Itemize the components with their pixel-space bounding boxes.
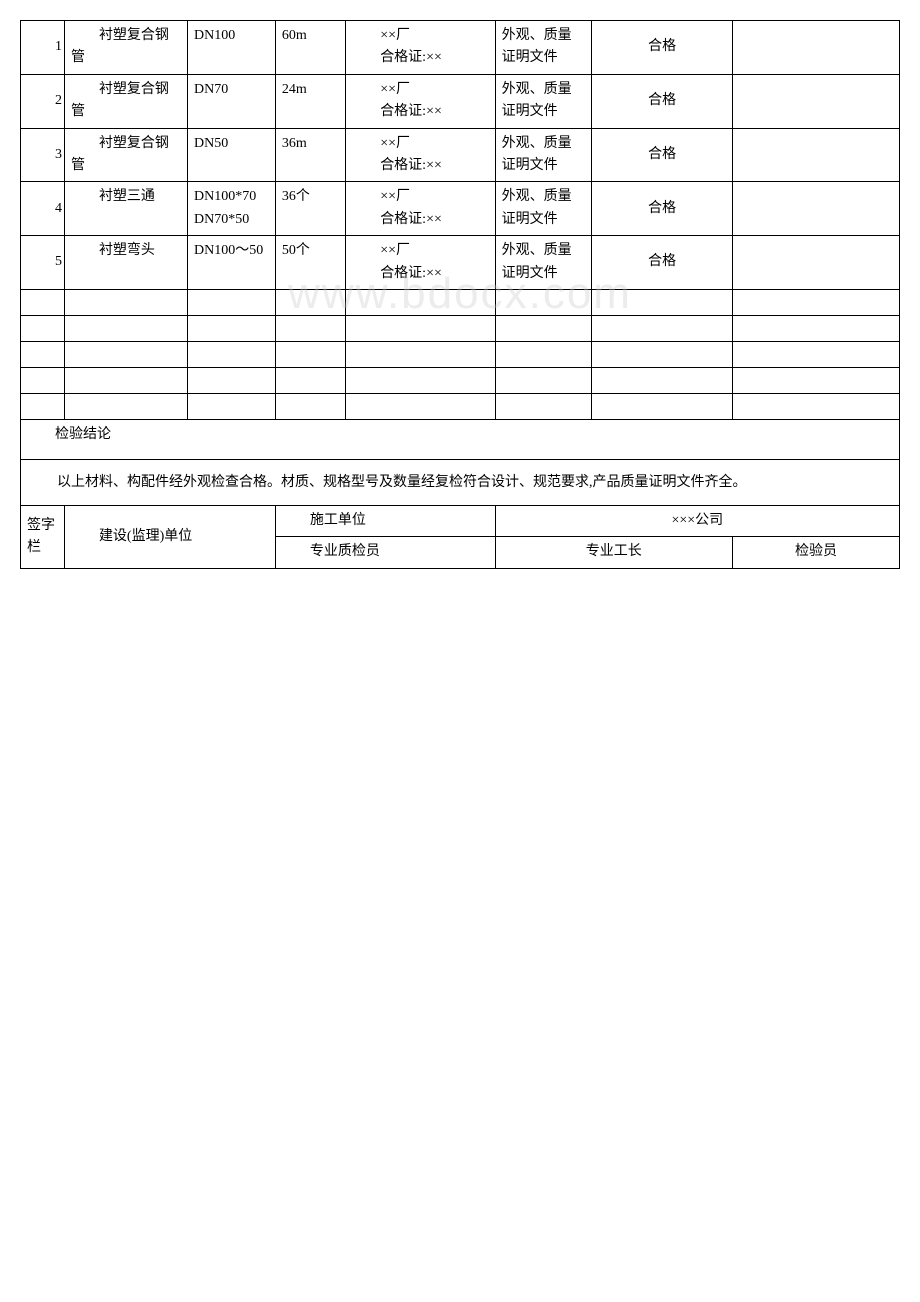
inspection-table: 1 衬塑复合钢管 DN100 60m ××厂 合格证:×× 外观、质量证明文件 …	[20, 20, 900, 569]
result: 合格	[592, 21, 733, 75]
table-row: 5 衬塑弯头 DN100～50 50个 ××厂 合格证:×× 外观、质量证明文件…	[21, 236, 900, 290]
result: 合格	[592, 74, 733, 128]
spec: DN70	[187, 74, 275, 128]
manufacturer: ××厂 合格证:××	[346, 182, 495, 236]
mfg-name: ××厂	[352, 25, 488, 47]
table-row: 3 衬塑复合钢管 DN50 36m ××厂 合格证:×× 外观、质量证明文件 合…	[21, 128, 900, 182]
row-number: 3	[21, 128, 65, 182]
manufacturer: ××厂 合格证:××	[346, 21, 495, 75]
cert-no: 合格证:××	[352, 47, 488, 69]
signature-column-label: 签字栏	[21, 506, 65, 569]
spec: DN100	[187, 21, 275, 75]
check-item: 外观、质量证明文件	[495, 74, 592, 128]
conclusion-label: 检验结论	[21, 419, 900, 459]
signature-row-1: 签字栏 建设(监理)单位 施工单位 ×××公司	[21, 506, 900, 537]
inspector-label: 检验员	[732, 537, 899, 568]
table-row: 4 衬塑三通 DN100*70 DN70*50 36个 ××厂 合格证:×× 外…	[21, 182, 900, 236]
manufacturer: ××厂 合格证:××	[346, 74, 495, 128]
mfg-name: ××厂	[352, 133, 488, 155]
quantity: 36个	[275, 182, 345, 236]
material-name: 衬塑复合钢管	[64, 128, 187, 182]
row-number: 4	[21, 182, 65, 236]
remark	[732, 74, 899, 128]
result: 合格	[592, 128, 733, 182]
quantity: 60m	[275, 21, 345, 75]
check-item: 外观、质量证明文件	[495, 236, 592, 290]
table-row: 2 衬塑复合钢管 DN70 24m ××厂 合格证:×× 外观、质量证明文件 合…	[21, 74, 900, 128]
quantity: 50个	[275, 236, 345, 290]
foreman-label: 专业工长	[495, 537, 732, 568]
cert-no: 合格证:××	[352, 155, 488, 177]
qc-label: 专业质检员	[275, 537, 495, 568]
cert-no: 合格证:××	[352, 209, 488, 231]
construction-unit-label: 施工单位	[275, 506, 495, 537]
cert-no: 合格证:××	[352, 263, 488, 285]
row-number: 5	[21, 236, 65, 290]
table-row: 1 衬塑复合钢管 DN100 60m ××厂 合格证:×× 外观、质量证明文件 …	[21, 21, 900, 75]
result: 合格	[592, 236, 733, 290]
spec: DN100*70 DN70*50	[187, 182, 275, 236]
remark	[732, 182, 899, 236]
remark	[732, 128, 899, 182]
manufacturer: ××厂 合格证:××	[346, 128, 495, 182]
check-item: 外观、质量证明文件	[495, 128, 592, 182]
table-row-empty	[21, 367, 900, 393]
result: 合格	[592, 182, 733, 236]
material-name: 衬塑三通	[64, 182, 187, 236]
remark	[732, 21, 899, 75]
construction-unit-value: ×××公司	[495, 506, 899, 537]
check-item: 外观、质量证明文件	[495, 182, 592, 236]
conclusion-label-row: 检验结论	[21, 419, 900, 459]
document-container: 1 衬塑复合钢管 DN100 60m ××厂 合格证:×× 外观、质量证明文件 …	[20, 20, 900, 569]
table-row-empty	[21, 289, 900, 315]
row-number: 1	[21, 21, 65, 75]
table-row-empty	[21, 341, 900, 367]
table-row-empty	[21, 315, 900, 341]
table-row-empty	[21, 393, 900, 419]
row-number: 2	[21, 74, 65, 128]
material-name: 衬塑弯头	[64, 236, 187, 290]
cert-no: 合格证:××	[352, 101, 488, 123]
mfg-name: ××厂	[352, 79, 488, 101]
spec: DN100～50	[187, 236, 275, 290]
check-item: 外观、质量证明文件	[495, 21, 592, 75]
material-name: 衬塑复合钢管	[64, 21, 187, 75]
quantity: 36m	[275, 128, 345, 182]
manufacturer: ××厂 合格证:××	[346, 236, 495, 290]
mfg-name: ××厂	[352, 186, 488, 208]
quantity: 24m	[275, 74, 345, 128]
supervisor-unit-label: 建设(监理)单位	[64, 506, 275, 569]
material-name: 衬塑复合钢管	[64, 74, 187, 128]
mfg-name: ××厂	[352, 240, 488, 262]
spec: DN50	[187, 128, 275, 182]
remark	[732, 236, 899, 290]
conclusion-text-row: 以上材料、构配件经外观检查合格。材质、规格型号及数量经复检符合设计、规范要求,产…	[21, 459, 900, 505]
conclusion-text: 以上材料、构配件经外观检查合格。材质、规格型号及数量经复检符合设计、规范要求,产…	[21, 459, 900, 505]
